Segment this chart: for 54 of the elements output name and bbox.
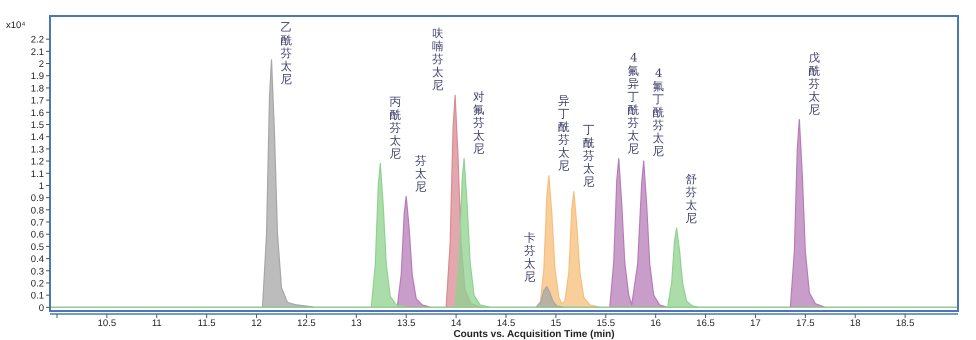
y-tick-label: 0.5 — [30, 242, 44, 253]
y-tick-label: 1.9 — [30, 71, 44, 82]
y-tick-label: 1.1 — [30, 168, 44, 180]
y-tick-label: 0.7 — [30, 218, 44, 229]
annotation: 戊酰芬太尼 — [808, 50, 820, 117]
y-tick-label: 0.4 — [30, 254, 44, 266]
x-tick-label: 15.5 — [596, 318, 616, 329]
x-tick-label: 13.5 — [396, 318, 416, 329]
annotation: 丁酰芬太尼 — [582, 122, 595, 189]
y-tick-label: 1.5 — [30, 120, 44, 131]
annotation: 呋喃芬太尼 — [432, 26, 444, 92]
x-tick-label: 11.5 — [198, 318, 216, 329]
x-tick-label: 14.5 — [496, 318, 516, 329]
annotation: 乙酰芬太尼 — [280, 20, 293, 86]
y-tick-label: 1 — [38, 180, 44, 192]
x-tick-label: 17 — [750, 318, 761, 329]
x-tick-label: 13 — [351, 318, 362, 329]
x-tick-label: 14 — [450, 318, 462, 329]
annotation: 丙酰芬太尼 — [389, 94, 402, 160]
annotation: 舒芬太尼 — [686, 172, 698, 226]
x-tick-label: 10.5 — [98, 318, 116, 329]
x-tick-label: 15 — [550, 318, 562, 329]
y-tick-label: 2 — [38, 59, 44, 70]
y-tick-label: 1.4 — [30, 132, 44, 144]
annotation: 异丁酰芬太尼 — [558, 94, 570, 173]
y-tick-label: 0.9 — [30, 193, 44, 204]
y-tick-label: 2.1 — [30, 46, 44, 58]
y-tick-label: 0.3 — [30, 266, 44, 278]
annotation: 对氟芬太尼 — [473, 90, 486, 156]
x-axis-title: Counts vs. Acquisition Time (min) — [453, 329, 615, 340]
x-tick-label: 11 — [152, 318, 162, 329]
y-tick-label: 0.6 — [30, 230, 44, 241]
x-tick-label: 18.5 — [896, 318, 914, 329]
x-tick-label: 12 — [251, 318, 262, 329]
x-tick-label: 16 — [650, 318, 661, 329]
y-tick-label: 1.7 — [30, 96, 44, 107]
x-tick-label: 17.5 — [796, 318, 815, 329]
y-tick-label: 1.6 — [30, 108, 44, 119]
y-tick-label: 1.3 — [30, 144, 44, 156]
y-axis-title: x10⁴ — [6, 20, 26, 31]
y-tick-label: 0.2 — [30, 278, 44, 290]
x-tick-label: 18 — [850, 318, 861, 329]
y-tick-label: 1.2 — [30, 156, 44, 168]
x-tick-label: 12.5 — [297, 318, 316, 329]
annotation: 4氟异丁酰芬太尼 — [628, 50, 640, 156]
x-tick-label: 16.5 — [696, 318, 715, 329]
y-tick-label: 0.1 — [30, 290, 44, 302]
annotation: 卡芬太尼 — [524, 230, 536, 284]
annotation: 4氟丁酰芬太尼 — [652, 66, 665, 158]
y-tick-label: 1.8 — [30, 83, 44, 94]
annotation: 芬太尼 — [415, 153, 428, 194]
y-tick-label: 0.8 — [30, 205, 44, 216]
y-tick-label: 2.2 — [30, 34, 44, 46]
y-tick-label: 0 — [38, 302, 44, 314]
